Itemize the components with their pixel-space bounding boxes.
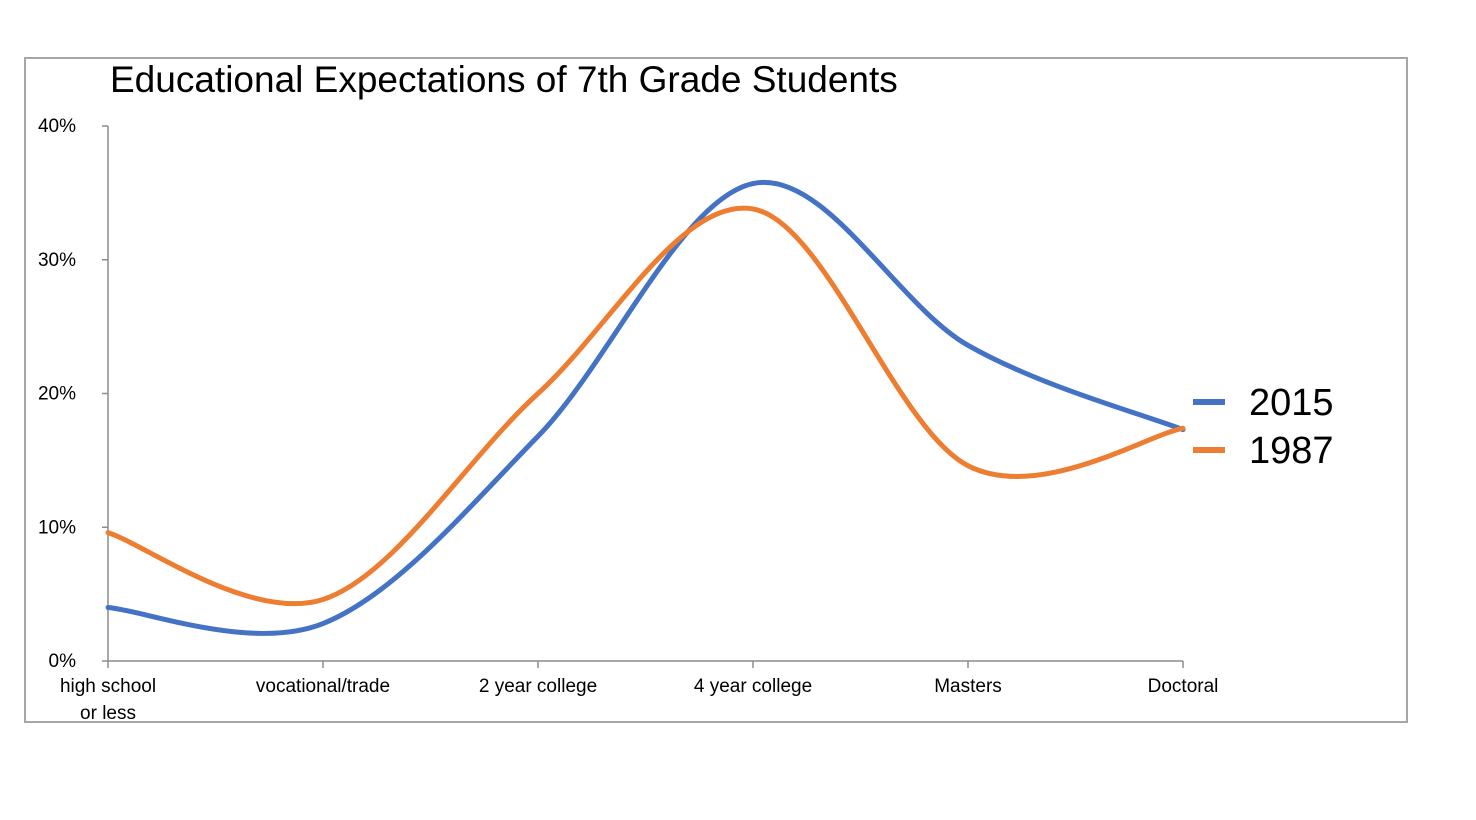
series-layer [105,179,1186,636]
x-tick-label: 2 year college [479,676,597,697]
x-tick-label: vocational/trade [256,676,390,697]
y-tick-label: 10% [38,517,76,538]
x-tick-label: high school or less [60,676,156,724]
legend-label-1987: 1987 [1249,430,1334,472]
series-line-2015 [105,179,1186,636]
x-tick-label: Doctoral [1148,676,1219,697]
legend: 2015 1987 [1193,382,1334,472]
y-tick-label: 30% [38,250,76,271]
y-tick-label: 20% [38,384,76,405]
x-tick-label: Masters [934,676,1002,697]
x-tick-label: 4 year college [694,676,812,697]
y-tick-label: 40% [38,116,76,137]
chart-title: Educational Expectations of 7th Grade St… [110,59,898,100]
chart-frame [24,57,1408,723]
series-line-1987 [105,205,1186,607]
y-tick-label: 0% [49,651,77,672]
axes: 0% 10% 20% 30% 40% high school or less vocation… [38,116,1218,724]
legend-label-2015: 2015 [1249,382,1334,424]
